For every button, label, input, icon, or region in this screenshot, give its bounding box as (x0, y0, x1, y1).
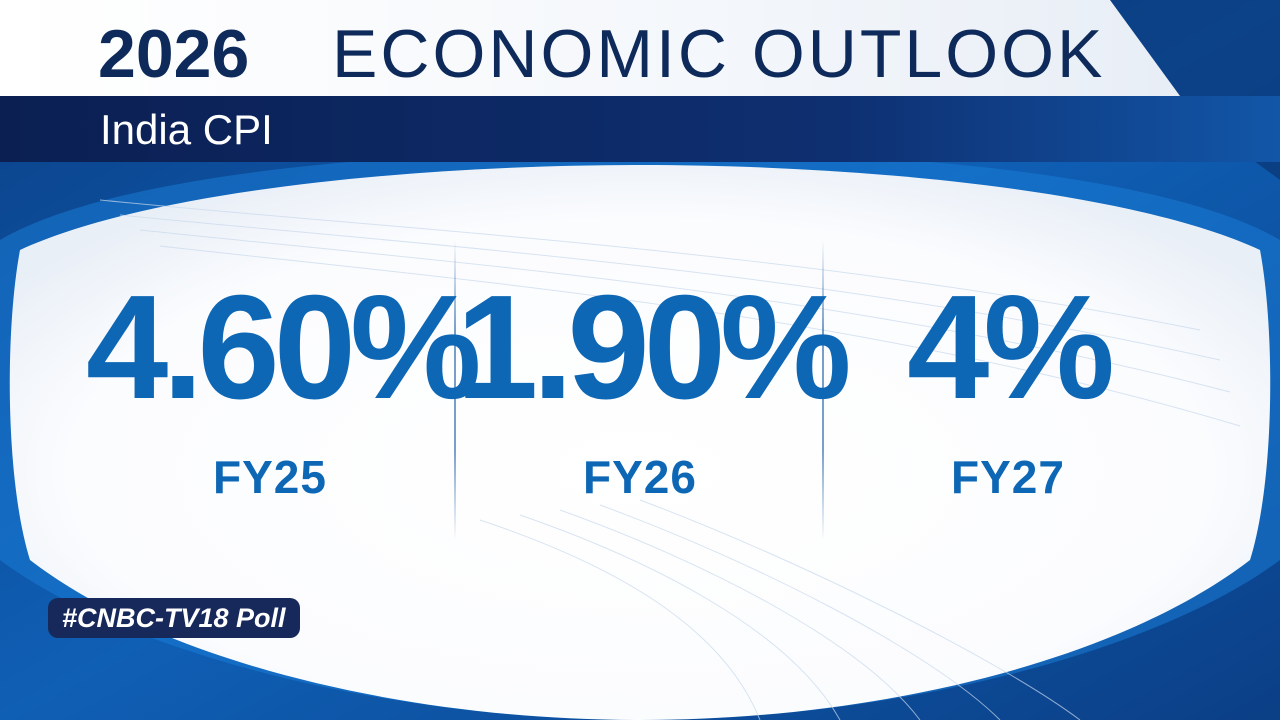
stat-label: FY25 (213, 451, 327, 503)
white-oval-panel (9, 165, 1271, 720)
stat-value: 1.90% (456, 265, 852, 430)
background-texture-lines (99, 199, 1241, 720)
stat-value: 4% (907, 265, 1115, 430)
poll-hashtag-badge: #CNBC-TV18 Poll (48, 598, 300, 638)
stat-label: FY27 (951, 451, 1065, 503)
subtitle-bar (0, 96, 1280, 162)
page-subtitle: India CPI (100, 106, 273, 153)
title-year: 2026 (98, 16, 250, 92)
page-title: ECONOMIC OUTLOOK (332, 16, 1106, 92)
title-bar (0, 0, 1180, 96)
stat-label: FY26 (583, 451, 697, 503)
stat-column-fy27: 4% FY27 (824, 268, 1192, 504)
stat-column-fy25: 4.60% FY25 (86, 265, 482, 504)
stat-value: 4.60% (86, 265, 482, 430)
column-divider (454, 240, 456, 540)
column-divider (822, 240, 824, 540)
stat-column-fy26: 1.90% FY26 (456, 265, 852, 504)
